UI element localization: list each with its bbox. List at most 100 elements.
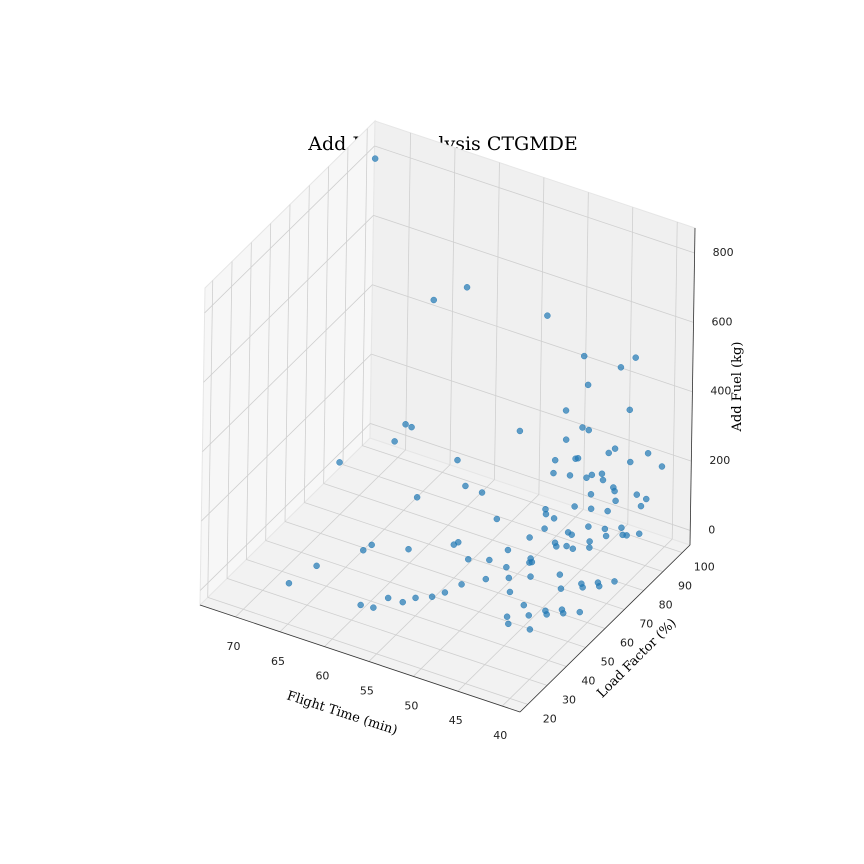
grid-line	[246, 559, 567, 667]
y-tick-label: 90	[678, 580, 692, 593]
grid-line	[361, 128, 368, 446]
grid-line	[323, 166, 330, 484]
point	[605, 449, 612, 457]
point	[588, 471, 596, 479]
point	[368, 541, 375, 549]
point	[430, 296, 438, 304]
z-tick-label: 600	[712, 315, 733, 328]
point	[617, 364, 625, 371]
point	[579, 584, 586, 591]
grid-line	[204, 145, 375, 314]
grid-line	[226, 578, 548, 686]
point	[569, 545, 577, 552]
point	[413, 494, 421, 501]
point	[526, 534, 533, 541]
point	[586, 544, 593, 551]
point	[493, 515, 501, 523]
point	[527, 555, 534, 562]
grid-line	[371, 353, 692, 462]
point	[525, 612, 533, 619]
z-tick-label: 400	[710, 385, 731, 398]
grid-line	[538, 177, 545, 495]
point	[550, 469, 557, 477]
point	[557, 585, 565, 592]
axis-line	[199, 604, 521, 713]
point	[580, 352, 588, 360]
point	[458, 581, 465, 588]
point	[486, 556, 493, 564]
point	[505, 574, 513, 582]
point	[642, 495, 650, 503]
point	[285, 580, 293, 587]
point	[527, 573, 534, 580]
grid-line	[370, 423, 691, 531]
point	[503, 563, 510, 571]
point	[576, 608, 584, 616]
x-axis-label: Flight Time (min)	[285, 689, 399, 739]
x-tick-label: 70	[227, 640, 241, 653]
grid-line	[342, 147, 349, 465]
axis-line	[519, 544, 691, 713]
z-axis-label: Add Fuel (kg)	[730, 342, 745, 433]
z-tick-label: 800	[713, 246, 734, 259]
grid-line	[201, 353, 372, 522]
point	[391, 438, 398, 445]
point	[542, 510, 550, 518]
grid-line	[405, 132, 411, 450]
x-tick-label: 50	[404, 699, 418, 712]
axis-line	[689, 227, 696, 546]
point	[384, 594, 392, 602]
x-tick-label: 45	[449, 714, 463, 727]
point	[544, 312, 551, 319]
point	[568, 531, 575, 538]
grid-line	[265, 223, 272, 541]
point	[562, 436, 570, 443]
point	[635, 530, 643, 537]
point	[632, 354, 639, 361]
grid-line	[303, 185, 310, 503]
point	[566, 472, 574, 479]
z-tick-label: 0	[708, 523, 715, 536]
point	[336, 459, 343, 466]
point	[478, 489, 486, 496]
point	[572, 455, 579, 462]
grid-line	[372, 284, 693, 393]
point	[516, 427, 524, 435]
grid-line	[202, 284, 373, 452]
grid-line	[582, 192, 589, 510]
grid-line	[373, 214, 694, 323]
point	[551, 456, 559, 464]
x-tick-label: 40	[493, 729, 507, 742]
point	[371, 155, 379, 162]
point	[604, 507, 611, 515]
point	[482, 575, 490, 583]
point	[441, 589, 449, 596]
point	[595, 582, 603, 590]
point	[408, 423, 415, 431]
y-tick-label: 20	[543, 712, 557, 725]
point	[611, 445, 619, 452]
point	[402, 421, 409, 428]
point	[612, 497, 619, 505]
point	[556, 571, 564, 578]
grid-line	[203, 215, 374, 383]
grid-line	[199, 423, 371, 591]
point	[637, 502, 645, 510]
point	[412, 594, 419, 602]
y-tick-label: 70	[639, 618, 653, 631]
point	[579, 424, 586, 431]
point	[359, 547, 367, 554]
y-tick-label: 100	[694, 561, 715, 574]
point	[399, 598, 406, 606]
point	[405, 545, 412, 553]
grid-line	[449, 147, 456, 465]
point	[465, 556, 472, 563]
grid-line	[323, 483, 644, 591]
point	[619, 531, 626, 539]
point	[563, 542, 570, 550]
y-tick-label: 60	[620, 637, 634, 650]
point	[611, 487, 618, 495]
point	[506, 588, 514, 596]
